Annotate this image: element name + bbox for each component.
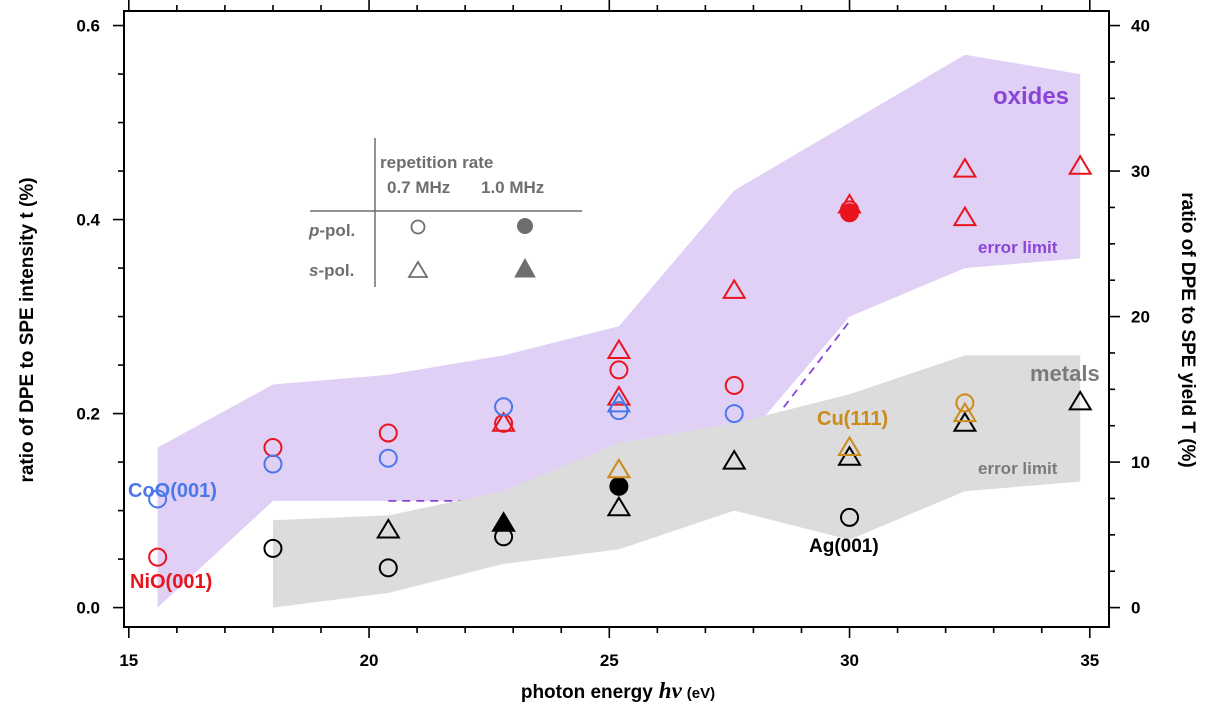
annotations: NiO(001) CoO(001) Ag(001) Cu(111) oxides meta… <box>128 83 1100 593</box>
legend-row-0-suffix: -pol. <box>319 221 355 240</box>
legend-row-1-suffix: -pol. <box>318 261 354 280</box>
legend-row-0-prefix: p <box>308 221 319 240</box>
marker-cu111-triangle-open <box>606 457 632 479</box>
y-right-tick-label: 0 <box>1131 599 1140 618</box>
legend-row-1-prefix: s <box>309 261 318 280</box>
marker-nio001-triangle-open <box>952 205 978 227</box>
y-left-axis-title: ratio of DPE to SPE intensity t (%) <box>17 177 38 482</box>
marker-nio001-circle-open <box>609 360 629 380</box>
marker-coo001-circle-open <box>263 454 283 474</box>
x-tick-label: 20 <box>360 651 379 670</box>
label-metals: metals <box>1030 361 1100 386</box>
label-coo: CoO(001) <box>128 480 217 502</box>
y-left-tick-label: 0.2 <box>76 405 100 424</box>
x-tick-label: 15 <box>119 651 138 670</box>
label-error-limit-metals: error limit <box>978 459 1058 478</box>
marker-ag001-circle-open <box>263 538 283 558</box>
marker-nio001-circle-open <box>378 423 398 443</box>
x-axis-title-main: photon energy <box>521 682 653 703</box>
marker-nio001-triangle-open <box>606 338 632 359</box>
label-nio: NiO(001) <box>130 571 212 593</box>
marker-nio001-triangle-open <box>952 157 978 178</box>
x-axis-title: photon energy hν (eV) <box>521 678 715 703</box>
x-tick-label: 35 <box>1080 651 1099 670</box>
marker-nio001-triangle-open <box>1067 154 1093 175</box>
oxides-error-band <box>157 54 1081 608</box>
legend-filled-circle-marker <box>517 218 533 234</box>
label-error-limit-oxides: error limit <box>978 238 1058 257</box>
legend-col-0: 0.7 MHz <box>387 178 450 197</box>
legend-row-1-label: s-pol. <box>309 261 354 280</box>
y-right-tick-label: 40 <box>1131 17 1150 36</box>
marker-ag001-triangle-open <box>606 495 632 517</box>
marker-nio001-circle-open <box>148 547 168 567</box>
legend-open-circle-marker <box>410 219 426 235</box>
marker-ag001-triangle-open <box>721 449 747 470</box>
marker-cu111-circle-open <box>955 393 975 413</box>
error-bands <box>157 54 1081 608</box>
marker-coo001-circle-open <box>494 397 514 417</box>
marker-ag001-triangle-open <box>1067 389 1093 411</box>
metals-error-band <box>273 355 1081 608</box>
x-tick-label: 25 <box>600 651 619 670</box>
marker-coo001-circle-open <box>724 404 744 424</box>
legend-col-1: 1.0 MHz <box>481 178 544 197</box>
legend-open-triangle-marker <box>407 260 429 278</box>
x-axis-title-unit: (eV) <box>687 685 715 702</box>
label-ag: Ag(001) <box>809 536 879 557</box>
data-markers <box>148 154 1093 578</box>
marker-nio001-triangle-open <box>721 278 747 299</box>
marker-ag001-circle-open <box>840 507 860 527</box>
y-right-tick-label: 20 <box>1131 308 1150 327</box>
y-left-tick-label: 0.6 <box>76 17 100 36</box>
marker-nio001-triangle-open <box>606 385 632 406</box>
marker-coo001-circle-open <box>378 448 398 468</box>
legend-filled-triangle-marker <box>514 257 536 278</box>
x-tick-label: 30 <box>840 651 859 670</box>
y-right-tick-label: 10 <box>1131 453 1150 472</box>
marker-cu111-triangle-open <box>952 401 978 423</box>
x-axis-title-symbol: hν <box>659 678 683 703</box>
marker-coo001-triangle-open <box>606 391 632 413</box>
marker-ag001-circle-filled <box>609 476 629 496</box>
y-right-axis-title: ratio of DPE to SPE yield T (%) <box>1177 192 1198 468</box>
marker-cu111-triangle-open <box>837 435 862 456</box>
legend-title: repetition rate <box>380 153 493 172</box>
marker-nio001-triangle-open <box>837 193 862 214</box>
y-right-tick-label: 30 <box>1131 162 1150 181</box>
marker-ag001-triangle-open <box>376 518 401 539</box>
label-oxides: oxides <box>993 83 1069 110</box>
marker-nio001-circle-open <box>724 375 744 395</box>
y-left-tick-label: 0.0 <box>76 599 100 618</box>
marker-coo001-circle-open <box>148 489 168 509</box>
y-left-tick-label: 0.4 <box>76 211 100 230</box>
label-cu: Cu(111) <box>817 408 888 430</box>
legend-row-0-label: p-pol. <box>308 221 355 240</box>
axes: 15 20 25 30 35 0.0 0.2 0.4 0.6 0 10 20 30 40 photon en… <box>17 0 1198 703</box>
marker-ag001-circle-open <box>378 558 398 578</box>
plot-frame <box>123 10 1110 628</box>
marker-ag001-triangle-filled <box>491 511 516 532</box>
marker-nio001-triangle-open <box>491 411 516 432</box>
